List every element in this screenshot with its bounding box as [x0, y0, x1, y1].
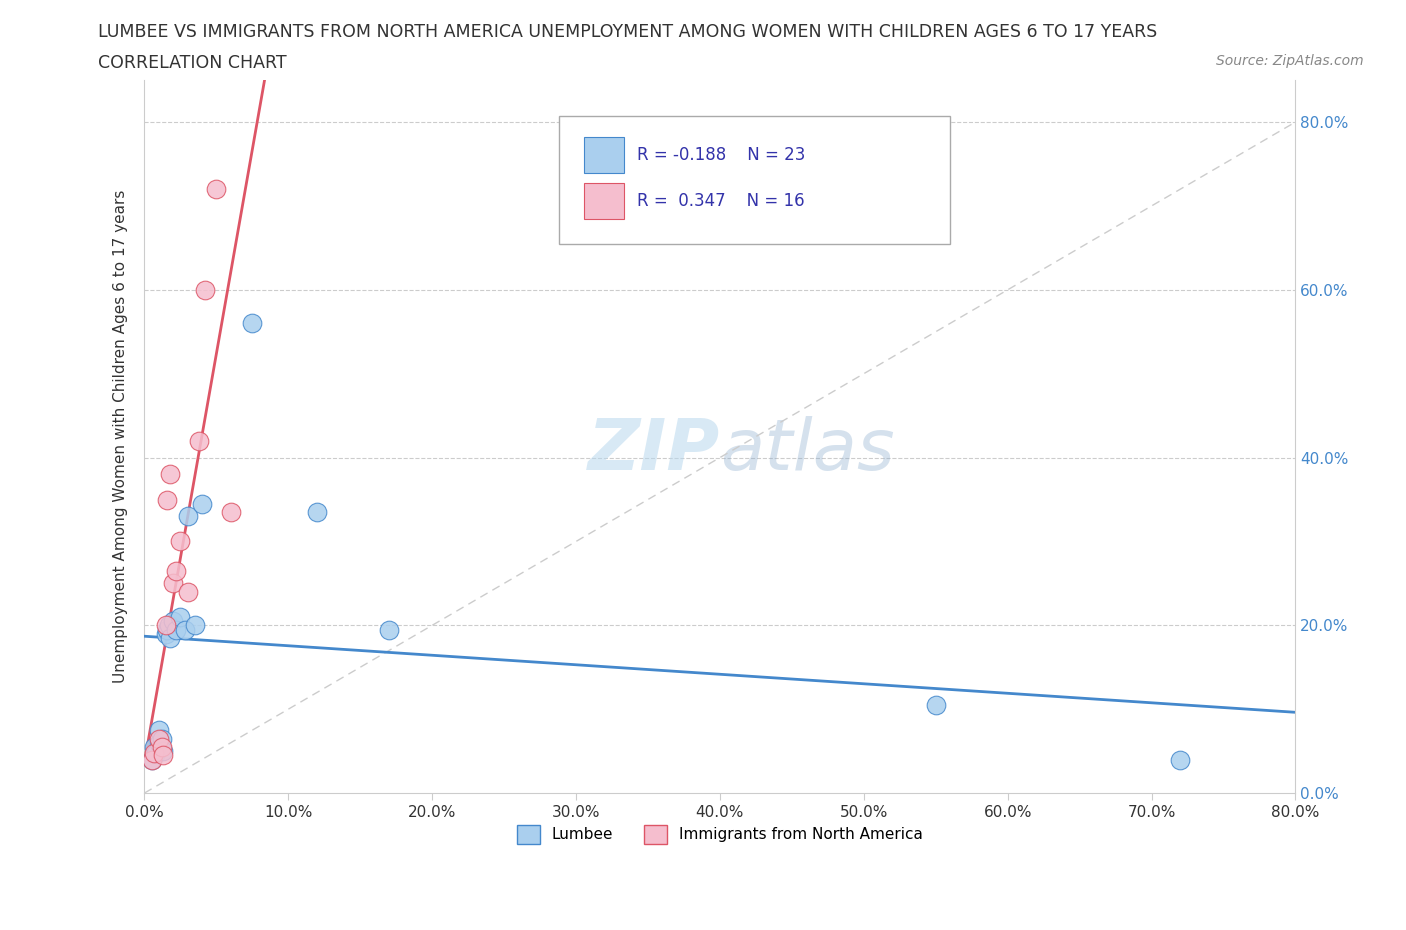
Point	[148, 731, 170, 746]
Point	[169, 534, 191, 549]
Point	[150, 731, 173, 746]
Point	[156, 622, 179, 637]
Point	[176, 509, 198, 524]
Text: R = -0.188    N = 23: R = -0.188 N = 23	[637, 146, 806, 164]
Point	[143, 745, 166, 760]
Point	[159, 631, 181, 645]
Point	[305, 505, 328, 520]
Point	[145, 745, 167, 760]
Text: atlas: atlas	[720, 417, 894, 485]
Point	[925, 698, 948, 712]
Point	[162, 576, 184, 591]
Point	[173, 622, 195, 637]
Point	[156, 492, 179, 507]
Point	[148, 723, 170, 737]
Point	[194, 283, 217, 298]
Point	[141, 752, 163, 767]
Point	[176, 584, 198, 599]
Point	[240, 316, 263, 331]
Point	[155, 626, 177, 641]
Point	[150, 739, 173, 754]
Point	[165, 622, 187, 637]
Point	[205, 181, 228, 196]
Point	[378, 622, 401, 637]
Point	[143, 739, 166, 754]
Text: ZIP: ZIP	[588, 417, 720, 485]
Point	[1170, 752, 1192, 767]
Legend: Lumbee, Immigrants from North America: Lumbee, Immigrants from North America	[510, 818, 929, 850]
Point	[157, 618, 180, 632]
Point	[219, 505, 242, 520]
Point	[152, 748, 174, 763]
Point	[159, 467, 181, 482]
Y-axis label: Unemployment Among Women with Children Ages 6 to 17 years: Unemployment Among Women with Children A…	[114, 190, 128, 684]
Text: LUMBEE VS IMMIGRANTS FROM NORTH AMERICA UNEMPLOYMENT AMONG WOMEN WITH CHILDREN A: LUMBEE VS IMMIGRANTS FROM NORTH AMERICA …	[98, 23, 1157, 41]
FancyBboxPatch shape	[558, 115, 950, 244]
Point	[191, 497, 214, 512]
Bar	[583, 137, 624, 173]
Text: Source: ZipAtlas.com: Source: ZipAtlas.com	[1216, 54, 1364, 68]
Text: R =  0.347    N = 16: R = 0.347 N = 16	[637, 193, 804, 210]
Point	[188, 433, 211, 448]
Point	[165, 564, 187, 578]
Point	[152, 744, 174, 759]
Point	[148, 736, 170, 751]
Bar	[583, 183, 624, 219]
Point	[184, 618, 207, 632]
Point	[155, 618, 177, 632]
Point	[169, 609, 191, 624]
Point	[162, 614, 184, 629]
Text: CORRELATION CHART: CORRELATION CHART	[98, 54, 287, 72]
Point	[141, 752, 163, 767]
